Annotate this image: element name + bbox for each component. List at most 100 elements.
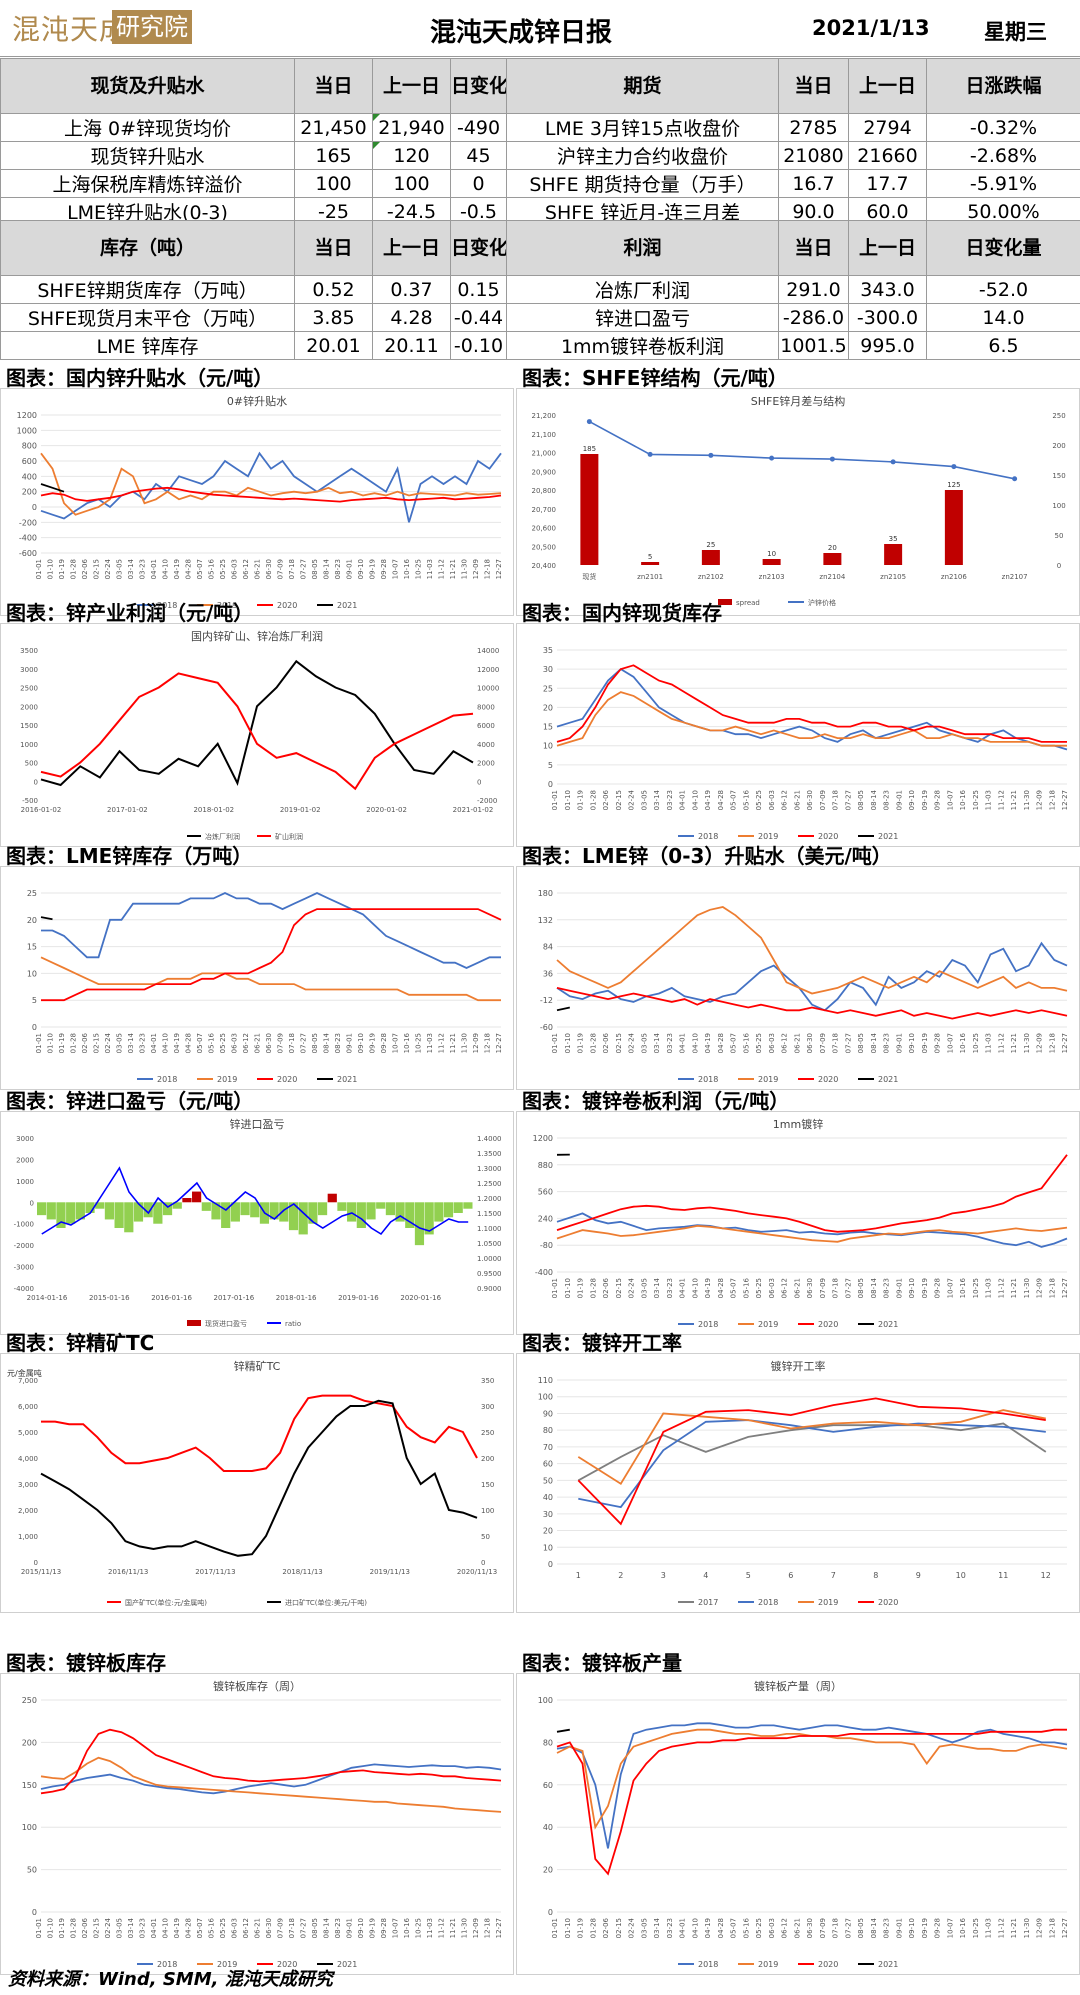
y-tick-label: -400	[19, 534, 37, 543]
x-tick-label: 01-10	[47, 559, 55, 579]
y-tick-label: 70	[543, 1443, 553, 1452]
panel-title: 图表：国内锌升贴水（元/吨）	[6, 366, 274, 390]
x-tick-label: 04-19	[173, 559, 181, 579]
x-tick-label: 04-01	[679, 1278, 687, 1298]
x-tick-label: 6	[788, 1571, 793, 1580]
mine-profit-line	[40, 672, 474, 791]
x-tick-label: 03-05	[640, 1918, 648, 1938]
bar-data-label: 5	[648, 553, 652, 561]
legend-label: 2018	[698, 832, 718, 841]
y-tick-label: 100	[538, 1696, 553, 1705]
legend-label: 2021	[878, 1075, 898, 1084]
y-tick-label: 0	[34, 778, 38, 786]
import-profit-bar	[298, 1202, 308, 1235]
x-tick-label: 7	[831, 1571, 836, 1580]
x-tick-label: 03-05	[116, 1918, 124, 1938]
x-tick-label: 11-12	[438, 559, 446, 579]
x-tick-label: 02-15	[93, 1033, 101, 1053]
series-line-2021	[556, 1006, 570, 1012]
x-tick-label: 2016-01-16	[151, 1294, 192, 1302]
x-tick-label: 10-07	[946, 1918, 954, 1938]
x-tick-label: 10-07	[392, 1918, 400, 1938]
x-tick-label: 03-23	[139, 1033, 147, 1053]
x-tick-label: 07-18	[288, 559, 296, 579]
table-row: LME 锌库存 20.01 20.11 -0.10 1mm镀锌卷板利润 1001.5 995…	[0, 331, 1080, 360]
x-tick-label: 07-09	[819, 1918, 827, 1938]
panel-title: 图表：镀锌板产量	[522, 1651, 682, 1675]
x-tick-label: 04-01	[679, 790, 687, 810]
y-tick-label: 20	[543, 703, 553, 712]
x-tick-label: 09-28	[934, 1033, 942, 1053]
x-tick-label: 08-14	[323, 1917, 331, 1938]
x-tick-label: 10-25	[972, 1033, 980, 1053]
import-profit-bar	[279, 1202, 289, 1222]
x-tick-label: 02-15	[93, 559, 101, 579]
table-cell: 0.52	[294, 275, 373, 304]
x-tick-label: 03-14	[127, 1917, 135, 1938]
x-tick-label: 11-12	[438, 1918, 446, 1938]
y-tick-label: 40	[543, 1823, 553, 1832]
table-cell: 4.28	[372, 303, 451, 332]
x-tick-label: 01-10	[47, 1918, 55, 1938]
x-tick-label: 01-10	[564, 790, 572, 810]
y-tick-label: 20,700	[532, 506, 557, 514]
import-profit-bar	[172, 1202, 182, 1209]
chart-area: -60 -12 36 84 132 180 01-01 01-10 01-19 01-28 02-0…	[516, 866, 1080, 1090]
x-tick-label: 08-23	[883, 1918, 891, 1938]
chart-title: 镀锌开工率	[771, 1359, 826, 1373]
table-cell: 1001.5	[778, 331, 849, 360]
spread-bar	[641, 562, 660, 565]
x-tick-label: 08-23	[334, 559, 342, 579]
y-tick-label: 500	[25, 760, 38, 768]
x-tick-label: 02-24	[628, 1277, 636, 1298]
table-header-cell: 当日	[778, 220, 849, 276]
chart-svg: 锌进口盈亏 -4000 -3000 -2000 -1000 0 1000 2000 3000 0.…	[14, 1117, 502, 1328]
series-line-2019	[40, 956, 501, 1002]
import-profit-bar	[356, 1202, 366, 1228]
table-cell: 20.11	[372, 331, 451, 360]
x-tick-label: 10-16	[959, 789, 967, 810]
chart-svg: -60 -12 36 84 132 180 01-01 01-10 01-19 01-28 02-0…	[538, 889, 1069, 1084]
x-tick-label: 09-28	[934, 790, 942, 810]
x-tick-label: 01-01	[551, 1918, 559, 1938]
x-tick-label: 05-07	[730, 1033, 738, 1053]
table-cell: -0.44	[450, 303, 507, 332]
x-tick-label: 08-23	[334, 1033, 342, 1053]
x-tick-label: zn2107	[1002, 573, 1028, 581]
x-tick-label: 2019/11/13	[370, 1568, 410, 1576]
table-cell: 995.0	[848, 331, 927, 360]
chart-area: 1mm镀锌 -400 -80 240 560 880 1200 01-01 01-10 01-19…	[516, 1111, 1080, 1335]
legend-label: 2019	[758, 1320, 778, 1329]
import-profit-bar	[424, 1202, 434, 1235]
x-tick-label: 01-01	[551, 1033, 559, 1053]
x-tick-label: 11-03	[985, 1033, 993, 1053]
x-tick-label: 06-03	[768, 1278, 776, 1298]
spread-bar	[944, 490, 963, 565]
x-tick-label: 11-30	[461, 1033, 469, 1053]
table-cell: 0	[450, 169, 507, 198]
y-tick-label: 15	[543, 723, 553, 732]
x-tick-label: 12-18	[1048, 1278, 1056, 1298]
x-tick-label: 02-06	[602, 789, 610, 810]
y-tick-label: 21,000	[532, 450, 557, 458]
x-tick-label: 05-07	[196, 1918, 204, 1938]
x-tick-label: 06-12	[781, 790, 789, 810]
import-profit-bar	[56, 1202, 66, 1228]
table-cell: 3.85	[294, 303, 373, 332]
x-tick-label: 10-25	[972, 1918, 980, 1938]
y2-tick-label: 12000	[477, 666, 499, 674]
import-profit-bar	[347, 1202, 357, 1222]
x-tick-label: 11-30	[461, 559, 469, 579]
x-tick-label: 11-12	[438, 1033, 446, 1053]
y-tick-label: 50	[543, 1476, 553, 1485]
y-tick-label: 50	[27, 1866, 37, 1875]
import-profit-bar	[85, 1202, 95, 1213]
x-tick-label: 09-10	[357, 1033, 365, 1053]
legend-label: 2020	[277, 1075, 297, 1084]
y2-tick-label: 150	[481, 1481, 494, 1489]
y2-tick-label: 6000	[477, 722, 495, 730]
table-cell: -490	[450, 113, 507, 142]
import-profit-bar	[327, 1193, 337, 1203]
price-point	[829, 456, 835, 462]
y-tick-label: 20,800	[532, 487, 557, 495]
